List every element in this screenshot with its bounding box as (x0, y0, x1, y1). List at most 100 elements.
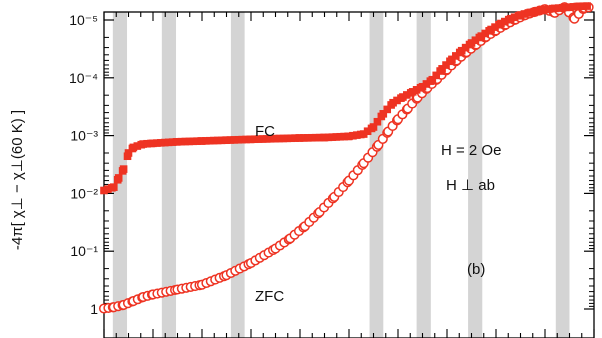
fc-point (251, 135, 259, 144)
fc-point (428, 75, 437, 84)
fc-point (345, 132, 353, 141)
fc-point (399, 93, 407, 101)
fc-point (168, 138, 177, 146)
y-axis-label: -4π[ χ⊥ − χ⊥(60 K) ] (9, 110, 26, 250)
fc-point (311, 133, 320, 142)
fc-point (520, 10, 529, 18)
fc-point (545, 5, 553, 13)
fc-point (287, 134, 295, 143)
fc-point (491, 23, 499, 31)
fc-point (234, 135, 243, 144)
fc-point (304, 134, 312, 142)
fc-point (477, 32, 486, 40)
fc-point (300, 134, 308, 142)
fc-point (501, 17, 509, 26)
fc-point (193, 137, 201, 145)
fc-point (379, 110, 388, 118)
fc-point (328, 133, 337, 141)
fc-point (448, 55, 456, 64)
fc-point (271, 134, 280, 143)
fc-point (575, 2, 584, 11)
fc-point (457, 46, 466, 55)
fc-point (119, 165, 128, 173)
fc-point (516, 11, 525, 19)
fc-point (206, 136, 214, 145)
annotation-field: H = 2 Oe (441, 142, 501, 159)
y-tick-label: 10⁻³ (70, 128, 98, 144)
fc-point (160, 138, 169, 147)
fc-point (324, 133, 333, 142)
fc-point (133, 142, 142, 150)
fc-point (340, 132, 348, 141)
fc-point (389, 98, 397, 107)
y-tick-label: 10⁻⁴ (69, 70, 98, 86)
fc-point (177, 137, 186, 146)
fc-point (534, 7, 542, 15)
fc-point (307, 133, 316, 142)
fc-point (279, 134, 288, 143)
fc-point (143, 139, 151, 148)
annotation-orientation: H ⊥ ab (446, 177, 495, 194)
fc-point (510, 13, 519, 22)
fc-point (530, 7, 539, 16)
fc-point (202, 137, 210, 145)
y-tick-label: 10⁻² (70, 185, 98, 201)
fc-point (541, 5, 549, 14)
fc-point (442, 61, 450, 69)
fc-point (181, 137, 190, 146)
fc-point (506, 14, 515, 23)
shaded-band-3 (230, 12, 245, 338)
fc-point (383, 105, 392, 114)
annotation-zfc: ZFC (255, 288, 284, 305)
fc-point (408, 88, 417, 96)
fc-point (149, 139, 157, 148)
fc-point (242, 135, 250, 144)
y-tick-label: 1 (90, 301, 98, 317)
fc-point (497, 19, 505, 28)
fc-point (393, 96, 401, 105)
shaded-bands (112, 12, 570, 338)
fc-point (551, 4, 559, 13)
fc-point (222, 136, 231, 144)
fc-point (247, 135, 255, 144)
fc-point (275, 134, 284, 143)
fc-point (481, 29, 490, 38)
shaded-band-7 (555, 12, 570, 338)
fc-point (296, 134, 304, 142)
fc-point (153, 139, 161, 147)
fc-point (209, 136, 218, 145)
fc-point (583, 2, 591, 10)
panel-label: (b) (467, 261, 485, 278)
y-axis: 10⁻⁵ 10⁻⁴ 10⁻³ 10⁻² 10⁻¹ 1 (69, 12, 594, 317)
fc-point (124, 149, 133, 157)
fc-point (185, 137, 194, 146)
fc-point (558, 3, 567, 12)
fc-point (262, 135, 271, 143)
fc-point (461, 43, 470, 52)
annotation-fc: FC (255, 123, 275, 140)
fc-point (255, 135, 263, 143)
fc-point (353, 131, 361, 139)
fc-point (332, 133, 341, 141)
fc-point (258, 135, 267, 143)
fc-point (467, 39, 476, 47)
fc-point (238, 135, 246, 144)
fc-point (114, 174, 123, 182)
fc-point (363, 127, 372, 136)
fc-point (226, 136, 235, 144)
fc-point (349, 131, 357, 140)
shaded-band-5 (416, 12, 431, 338)
fc-point (173, 137, 182, 146)
fc-point (291, 134, 299, 142)
fc-point (487, 25, 495, 34)
fc-point (157, 139, 165, 147)
shaded-band-6 (468, 12, 483, 338)
fc-point (432, 71, 441, 80)
fc-point (526, 8, 535, 17)
fc-point (471, 36, 480, 45)
fc-point (213, 136, 222, 145)
fc-point (579, 2, 588, 11)
fc-point (266, 134, 275, 143)
shaded-band-2 (161, 12, 177, 338)
